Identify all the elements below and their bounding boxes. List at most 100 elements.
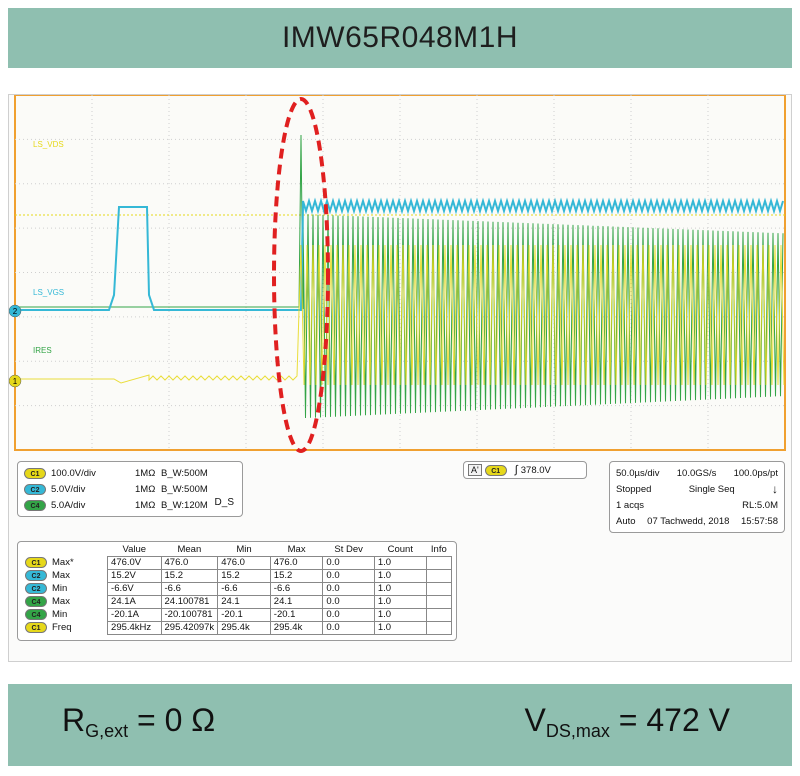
- measurement-label-cell: C4 Max: [22, 595, 108, 608]
- channel-impedance: 1MΩ: [135, 499, 156, 511]
- title-banner: IMW65R048M1H: [8, 8, 792, 68]
- measurement-cell: 476.0V: [107, 555, 162, 570]
- channel-row: C4 5.0A/div 1MΩ B_W:120M: [24, 497, 236, 513]
- measurement-table: Value Mean Min Max St Dev Count Info C1 Max* 476…: [22, 544, 453, 635]
- channel-impedance: 1MΩ: [135, 467, 156, 479]
- measurement-cell: 1.0: [373, 555, 427, 570]
- trigger-readout: A' C1 ∫ 378.0V: [463, 461, 587, 479]
- channel-badge: C1: [24, 467, 46, 479]
- highlight-ellipse: [272, 97, 330, 453]
- channel-badge: C4: [24, 499, 46, 511]
- timebase-panel: 50.0µs/div 10.0GS/s 100.0ps/pt Stopped S…: [609, 461, 785, 533]
- trigger-level: 378.0V: [520, 464, 551, 476]
- info-cell: [425, 594, 453, 609]
- channel-badge: C1: [25, 622, 47, 633]
- measurement-cell: 24.1: [217, 594, 271, 609]
- measurement-type: Freq: [52, 622, 72, 633]
- measurement-cell: 0.0: [322, 555, 375, 570]
- sample-rate: 10.0GS/s: [676, 467, 717, 479]
- measurement-cell: -20.100781: [160, 607, 219, 622]
- measurement-cell: 24.1: [269, 594, 324, 609]
- measurement-cell: -6.6: [269, 581, 324, 596]
- column-header: Count: [387, 544, 413, 556]
- measurement-cell: 0.0: [322, 594, 375, 609]
- column-header: Info: [430, 544, 447, 556]
- oscilloscope-screenshot: LS_VDS LS_VGS IRES 2 1 C1 100.0V/div 1MΩ B_W:50…: [8, 94, 792, 662]
- trace-label: LS_VDS: [33, 140, 64, 149]
- table-row: C2 Min -6.6V -6.6 -6.6 -6.6 0.0 1.0: [22, 581, 453, 596]
- info-cell: [425, 620, 453, 635]
- channel-badge: C2: [25, 583, 47, 594]
- measurement-cell: 476.0: [217, 555, 271, 570]
- measurement-cell: -20.1A: [107, 607, 162, 622]
- channel-bandwidth: B_W:500M: [161, 467, 208, 479]
- measurement-label-cell: C1 Freq: [22, 621, 108, 634]
- table-row: C4 Max 24.1A 24.100781 24.1 24.1 0.0 1.0: [22, 594, 453, 609]
- column-header: Max: [287, 544, 306, 556]
- formula-value: = 0 Ω: [128, 702, 216, 738]
- vgs-trace: [15, 197, 784, 311]
- column-header: Mean: [177, 544, 202, 556]
- acq-mode: Single Seq: [688, 483, 735, 495]
- waveform-plot: LS_VDS LS_VGS IRES 2 1: [9, 95, 786, 453]
- measurement-cell: 295.4k: [217, 620, 271, 635]
- down-arrow-icon: ↓: [771, 482, 778, 496]
- measurement-cell: 15.2: [160, 568, 219, 583]
- measurement-cell: 24.1A: [107, 594, 162, 609]
- acq-state: Stopped: [616, 483, 652, 495]
- measurement-cell: 15.2V: [107, 568, 162, 583]
- measurement-cell: -6.6: [160, 581, 219, 596]
- ds-indicator: D_S: [214, 497, 234, 508]
- measurement-type: Max: [52, 570, 70, 581]
- table-row: C1 Freq 295.4kHz 295.42097k 295.4k 295.4k 0.0 1…: [22, 620, 453, 635]
- measurement-cell: 1.0: [373, 620, 427, 635]
- formula-symbol: R: [62, 702, 86, 738]
- acq-count: 1 acqs: [616, 499, 644, 511]
- measurement-cell: 0.0: [322, 581, 375, 596]
- channel-scale: 5.0A/div: [51, 499, 86, 511]
- info-cell: [425, 568, 453, 583]
- channel-marker: [9, 374, 22, 388]
- measurement-type: Max*: [52, 557, 74, 568]
- formula-symbol: V: [524, 702, 546, 738]
- channel-bandwidth: B_W:500M: [161, 483, 208, 495]
- trace-label: LS_VGS: [33, 288, 64, 297]
- channel-bandwidth: B_W:120M: [161, 499, 208, 511]
- measurement-label-cell: C2 Min: [22, 582, 108, 595]
- vds-max-formula: VDS,max = 472 V: [524, 702, 730, 741]
- channel-settings-panel: C1 100.0V/div 1MΩ B_W:500M C2 5.0V/div 1MΩ B_W:…: [17, 461, 243, 517]
- measurement-cell: 1.0: [373, 607, 427, 622]
- measurement-cell: 0.0: [322, 620, 375, 635]
- measurement-type: Min: [52, 609, 68, 620]
- measurement-cell: 476.0: [269, 555, 324, 570]
- vds-trace: [15, 244, 785, 386]
- rising-edge-icon: ∫: [514, 464, 518, 476]
- channel-scale: 5.0V/div: [51, 483, 86, 495]
- formula-subscript: DS,max: [545, 721, 610, 741]
- record-length: RL:5.0M: [742, 499, 778, 511]
- info-cell: [425, 607, 453, 622]
- trigger-a-label: A': [468, 464, 482, 476]
- measurement-cell: 0.0: [322, 607, 375, 622]
- info-cell: [425, 581, 453, 596]
- channel-marker: [9, 304, 22, 318]
- channel-badge: C4: [25, 596, 47, 607]
- formula-subscript: G,ext: [85, 721, 129, 741]
- acq-date: 07 Tachwedd, 2018: [647, 515, 730, 527]
- header-spacer: [22, 544, 108, 556]
- channel-badge: C4: [25, 609, 47, 620]
- table-row: C4 Min -20.1A -20.100781 -20.1 -20.1 0.0 1.0: [22, 607, 453, 622]
- measurement-label-cell: C1 Max*: [22, 556, 108, 569]
- footer-banner: RG,ext = 0 Ω VDS,max = 472 V: [8, 684, 792, 766]
- measurement-cell: 1.0: [373, 594, 427, 609]
- measurement-cell: 295.4k: [269, 620, 324, 635]
- measurement-cell: 0.0: [322, 568, 375, 583]
- time-per-div: 50.0µs/div: [616, 467, 660, 479]
- acq-time: 15:57:58: [741, 515, 778, 527]
- trace-label: IRES: [33, 346, 52, 355]
- measurement-cell: -6.6V: [107, 581, 162, 596]
- measurement-cell: -6.6: [217, 581, 271, 596]
- device-title: IMW65R048M1H: [281, 21, 519, 54]
- trigger-channel-badge: C1: [484, 464, 507, 476]
